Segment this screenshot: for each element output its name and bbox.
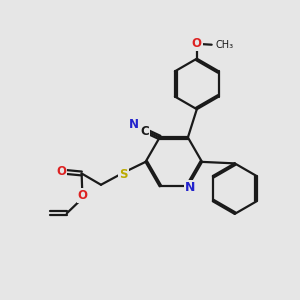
Text: N: N — [129, 118, 139, 131]
Text: CH₃: CH₃ — [216, 40, 234, 50]
Text: C: C — [140, 125, 149, 138]
Text: O: O — [78, 189, 88, 202]
Text: O: O — [56, 165, 66, 178]
Text: O: O — [192, 37, 202, 50]
Text: N: N — [185, 181, 196, 194]
Text: S: S — [119, 168, 128, 181]
